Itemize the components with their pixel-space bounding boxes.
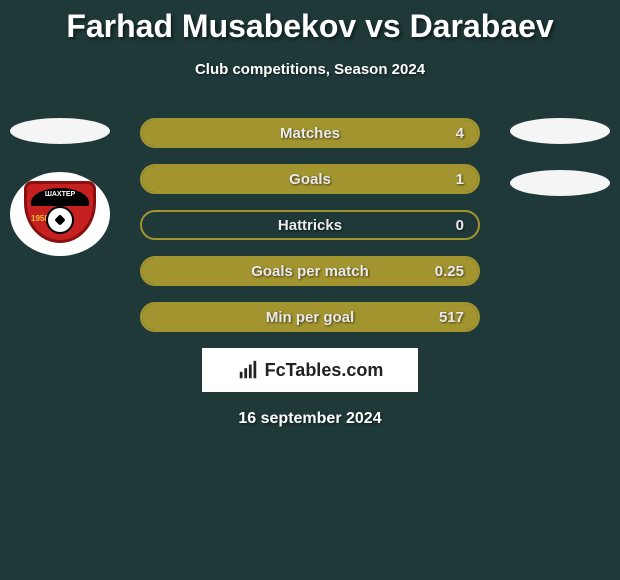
bar-chart-icon [237,359,259,381]
branding-badge: FcTables.com [202,348,418,392]
stat-bar-hattricks: Hattricks 0 [140,210,480,240]
stat-value: 0 [456,217,464,234]
badge-placeholder [510,118,610,144]
player1-badges: ШАХТЕР 1958 [10,118,110,256]
stat-bar-min-per-goal: Min per goal 517 [140,302,480,332]
date-text: 16 september 2024 [0,410,620,428]
comparison-panel: ШАХТЕР 1958 Matches 4 Goals 1 Hattricks … [0,118,620,428]
player2-badges [510,118,610,224]
stat-label: Goals per match [251,263,369,280]
stat-bar-matches: Matches 4 [140,118,480,148]
page-subtitle: Club competitions, Season 2024 [0,61,620,78]
branding-text: FcTables.com [265,360,384,381]
club-logo-left: ШАХТЕР 1958 [10,172,110,256]
stat-value: 517 [439,309,464,326]
shield-icon: ШАХТЕР 1958 [24,181,96,243]
badge-placeholder [510,170,610,196]
stat-bar-goals: Goals 1 [140,164,480,194]
stat-label: Matches [280,125,340,142]
stat-value: 4 [456,125,464,142]
stat-bar-goals-per-match: Goals per match 0.25 [140,256,480,286]
stat-label: Hattricks [278,217,342,234]
ball-icon [46,206,74,234]
stat-label: Goals [289,171,331,188]
page-title: Farhad Musabekov vs Darabaev [0,0,620,45]
stat-value: 1 [456,171,464,188]
badge-placeholder [10,118,110,144]
shield-top-text: ШАХТЕР [31,188,89,206]
stat-bars: Matches 4 Goals 1 Hattricks 0 Goals per … [140,118,480,332]
stat-label: Min per goal [266,309,354,326]
stat-value: 0.25 [435,263,464,280]
